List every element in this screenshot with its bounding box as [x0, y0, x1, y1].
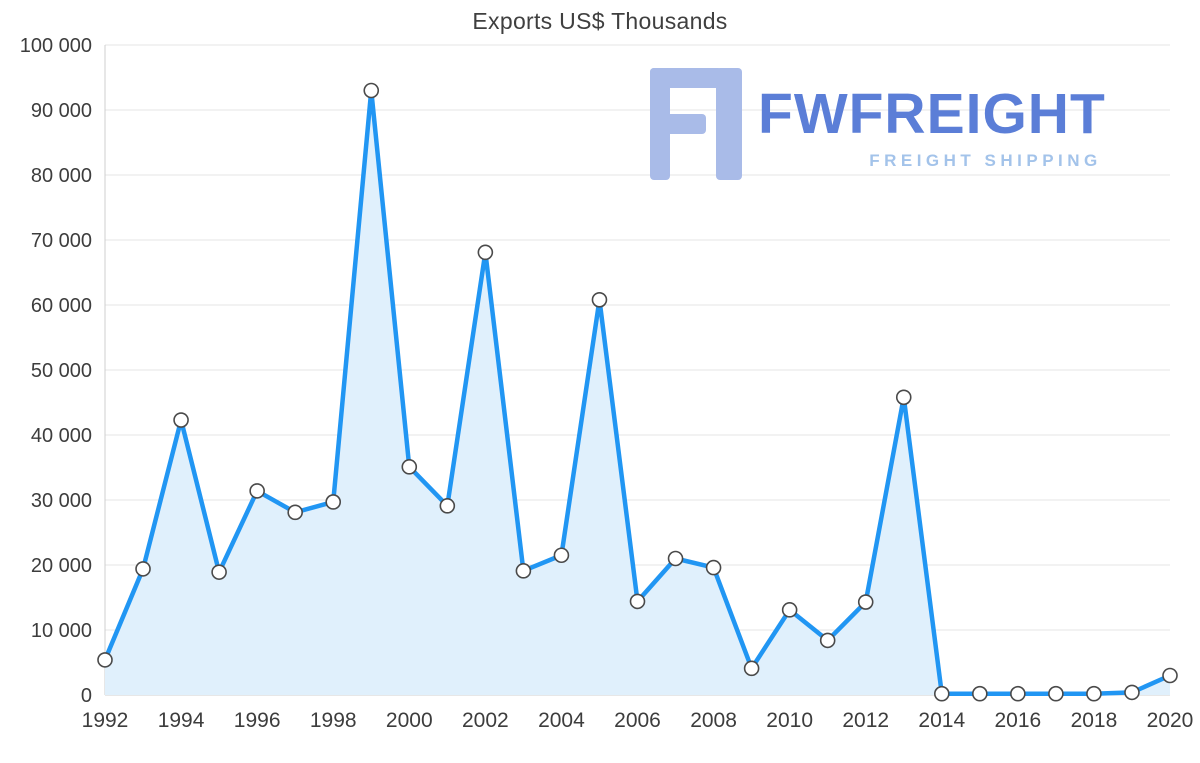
svg-text:40 000: 40 000 — [31, 425, 92, 447]
svg-text:90 000: 90 000 — [31, 100, 92, 122]
svg-text:2014: 2014 — [918, 709, 965, 732]
svg-text:2012: 2012 — [842, 709, 889, 732]
svg-text:80 000: 80 000 — [31, 165, 92, 187]
svg-text:10 000: 10 000 — [31, 620, 92, 642]
svg-text:0: 0 — [81, 685, 92, 707]
logo-wordmark: FWFREIGHT — [758, 82, 1106, 146]
svg-text:1992: 1992 — [82, 709, 129, 732]
svg-text:2006: 2006 — [614, 709, 661, 732]
svg-text:1996: 1996 — [234, 709, 281, 732]
svg-text:20 000: 20 000 — [31, 555, 92, 577]
svg-text:2018: 2018 — [1071, 709, 1118, 732]
fwfreight-logo: FWFREIGHT FREIGHT SHIPPING — [650, 68, 1106, 180]
logo-tagline: FREIGHT SHIPPING — [869, 151, 1102, 170]
svg-text:2020: 2020 — [1147, 709, 1194, 732]
svg-text:70 000: 70 000 — [31, 230, 92, 252]
svg-text:2008: 2008 — [690, 709, 737, 732]
svg-text:60 000: 60 000 — [31, 295, 92, 317]
logo-text-block: FWFREIGHT FREIGHT SHIPPING — [758, 68, 1106, 171]
svg-text:50 000: 50 000 — [31, 360, 92, 382]
svg-text:2004: 2004 — [538, 709, 585, 732]
svg-text:30 000: 30 000 — [31, 490, 92, 512]
fwfreight-logo-icon — [650, 68, 742, 180]
svg-text:2002: 2002 — [462, 709, 509, 732]
svg-text:1994: 1994 — [158, 709, 205, 732]
svg-text:1998: 1998 — [310, 709, 357, 732]
chart-title: Exports US$ Thousands — [472, 8, 728, 34]
svg-text:100 000: 100 000 — [20, 35, 92, 57]
svg-text:2016: 2016 — [994, 709, 1041, 732]
svg-text:2010: 2010 — [766, 709, 813, 732]
svg-text:2000: 2000 — [386, 709, 433, 732]
